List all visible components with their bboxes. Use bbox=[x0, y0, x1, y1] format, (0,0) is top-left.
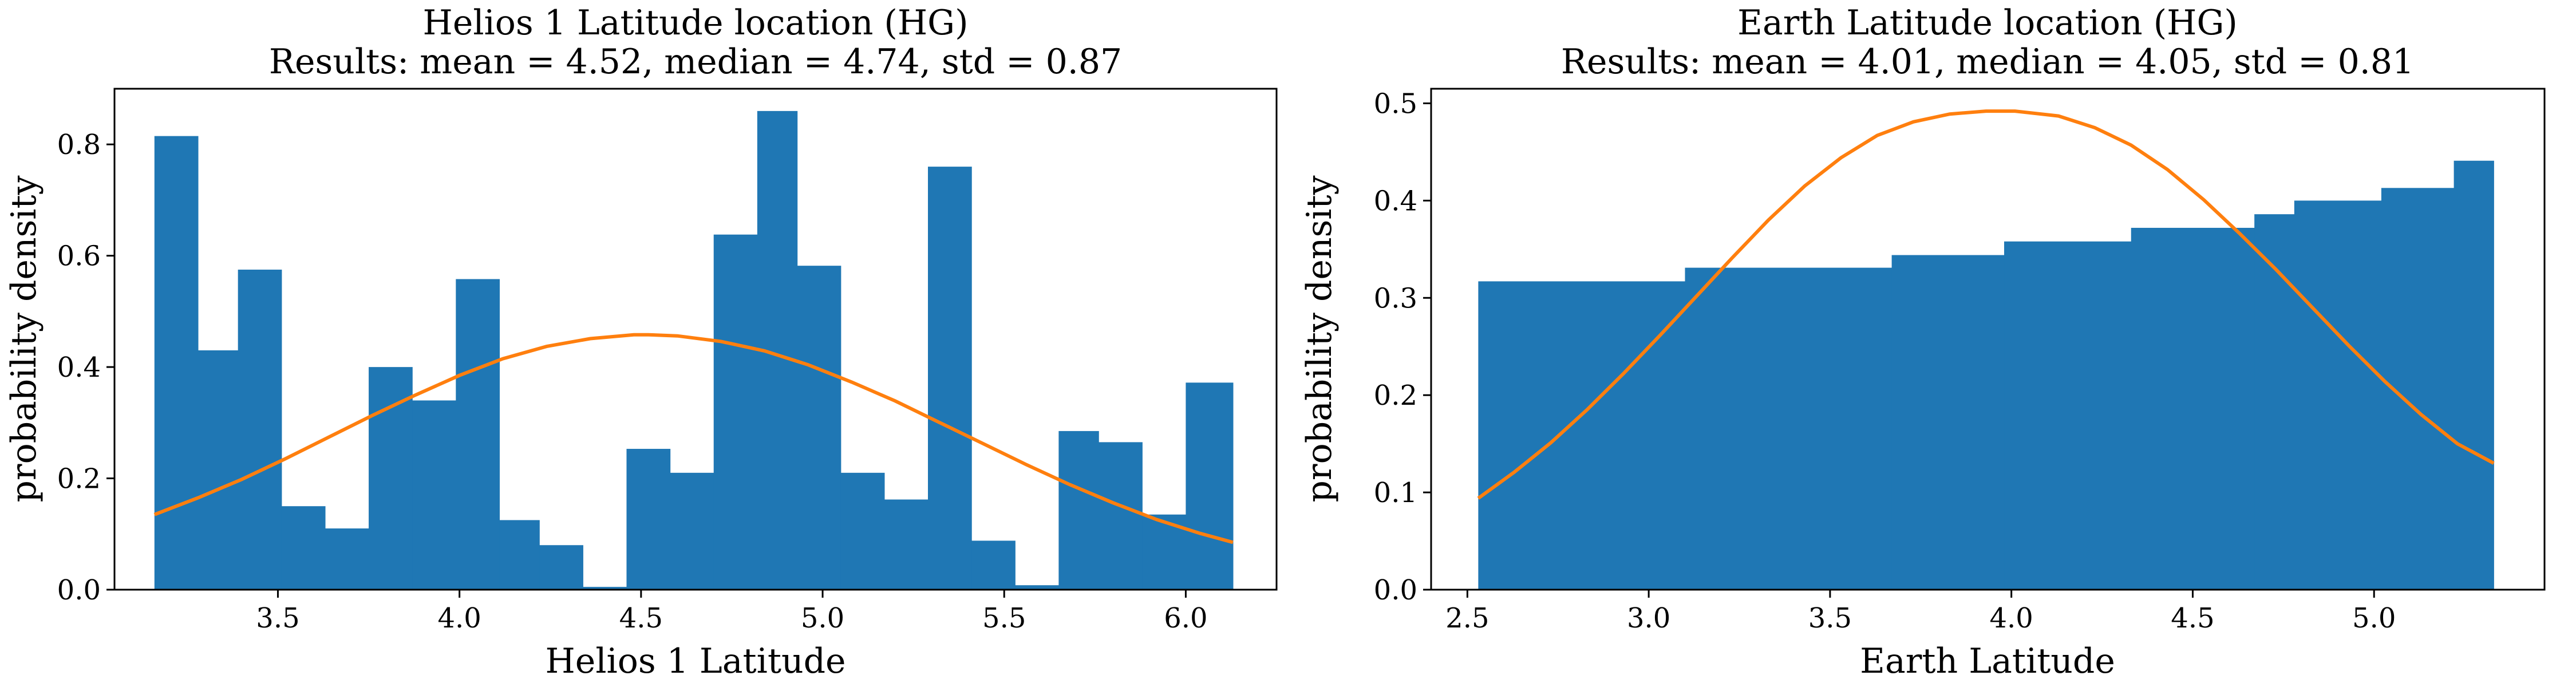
histogram-bar-8 bbox=[499, 520, 540, 590]
chart-title: Earth Latitude location (HG) bbox=[1737, 3, 2238, 43]
histogram-bar-0 bbox=[154, 136, 199, 590]
bars bbox=[1478, 160, 2494, 590]
histogram-bar-16 bbox=[840, 472, 885, 590]
histogram-bar-4 bbox=[325, 528, 369, 590]
chart-subtitle: Results: mean = 4.01, median = 4.05, std… bbox=[1561, 42, 2414, 82]
histogram-bar-5 bbox=[2254, 214, 2295, 590]
normal-fit-curve bbox=[153, 333, 1234, 544]
y-axis-ticks: 0.0 0.1 0.2 0.3 0.4 0.5 bbox=[1374, 88, 1431, 606]
chart-title: Helios 1 Latitude location (HG) bbox=[423, 3, 969, 43]
y-axis-label: probability density bbox=[4, 175, 44, 502]
histogram-bar-9 bbox=[539, 545, 583, 590]
histogram-bar-24 bbox=[1186, 382, 1234, 590]
histogram-bar-3 bbox=[2004, 241, 2132, 590]
histogram-bar-21 bbox=[1058, 431, 1099, 590]
histogram-bar-19 bbox=[971, 540, 1016, 590]
y-axis-label: probability density bbox=[1299, 175, 1340, 502]
histogram-bar-2 bbox=[238, 269, 282, 590]
histogram-bar-13 bbox=[713, 234, 758, 590]
y-tick-label: 0.5 bbox=[1374, 88, 1417, 120]
y-tick-label: 0.2 bbox=[1374, 380, 1417, 412]
histogram-bar-6 bbox=[412, 400, 456, 590]
helios-latitude-histogram: Helios 1 Latitude location (HG) Results:… bbox=[4, 3, 1278, 681]
x-axis-label: Helios 1 Latitude bbox=[545, 641, 846, 681]
histogram-bar-2 bbox=[1891, 255, 2005, 590]
x-tick-label: 4.0 bbox=[437, 602, 481, 634]
chart-subtitle: Results: mean = 4.52, median = 4.74, std… bbox=[269, 42, 1122, 82]
histogram-bar-22 bbox=[1099, 442, 1143, 590]
x-tick-label: 6.0 bbox=[1164, 602, 1207, 634]
histogram-bar-11 bbox=[626, 449, 671, 590]
histogram-bar-20 bbox=[1015, 585, 1059, 590]
histogram-bar-3 bbox=[281, 506, 326, 590]
x-tick-label: 5.0 bbox=[2352, 602, 2396, 634]
histogram-bar-6 bbox=[2294, 200, 2382, 590]
histogram-bar-10 bbox=[583, 587, 627, 590]
x-tick-label: 3.5 bbox=[1808, 602, 1852, 634]
histogram-bar-8 bbox=[2453, 160, 2494, 590]
histogram-bar-0 bbox=[1478, 281, 1686, 590]
earth-latitude-histogram: Earth Latitude location (HG) Results: me… bbox=[1299, 3, 2546, 681]
histogram-bar-1 bbox=[1685, 267, 1893, 590]
histogram-bar-12 bbox=[670, 472, 714, 590]
normal-fit-curve bbox=[1477, 109, 2495, 500]
x-tick-label: 5.0 bbox=[801, 602, 844, 634]
x-tick-label: 3.5 bbox=[256, 602, 299, 634]
x-tick-label: 3.0 bbox=[1627, 602, 1670, 634]
histogram-bar-17 bbox=[884, 499, 929, 590]
y-tick-label: 0.4 bbox=[57, 352, 101, 384]
y-axis-ticks: 0.0 0.2 0.4 0.6 0.8 bbox=[57, 129, 114, 606]
histogram-bar-5 bbox=[369, 367, 413, 590]
y-tick-label: 0.4 bbox=[1374, 185, 1417, 217]
plot-frame bbox=[1430, 88, 2546, 591]
y-tick-label: 0.0 bbox=[57, 574, 101, 606]
plot-frame bbox=[113, 88, 1278, 591]
histogram-bar-1 bbox=[197, 350, 239, 590]
histogram-bar-7 bbox=[456, 279, 500, 590]
x-tick-label: 4.5 bbox=[619, 602, 663, 634]
y-tick-label: 0.0 bbox=[1374, 574, 1417, 606]
y-tick-label: 0.2 bbox=[57, 463, 101, 495]
x-tick-label: 2.5 bbox=[1445, 602, 1489, 634]
x-tick-label: 4.0 bbox=[1990, 602, 2033, 634]
x-tick-label: 4.5 bbox=[2171, 602, 2214, 634]
y-tick-label: 0.8 bbox=[57, 129, 101, 161]
y-tick-label: 0.6 bbox=[57, 240, 101, 273]
y-tick-label: 0.3 bbox=[1374, 282, 1417, 314]
histogram-bar-18 bbox=[928, 167, 972, 590]
histogram-bar-15 bbox=[797, 266, 841, 590]
x-axis-label: Earth Latitude bbox=[1860, 641, 2115, 681]
x-axis-ticks: 2.5 3.0 3.5 4.0 4.5 5.0 bbox=[1445, 590, 2396, 634]
histogram-bar-4 bbox=[2131, 227, 2255, 590]
x-axis-ticks: 3.5 4.0 4.5 5.0 5.5 6.0 bbox=[256, 590, 1208, 634]
bars bbox=[154, 110, 1234, 590]
x-tick-label: 5.5 bbox=[982, 602, 1026, 634]
y-tick-label: 0.1 bbox=[1374, 477, 1417, 509]
